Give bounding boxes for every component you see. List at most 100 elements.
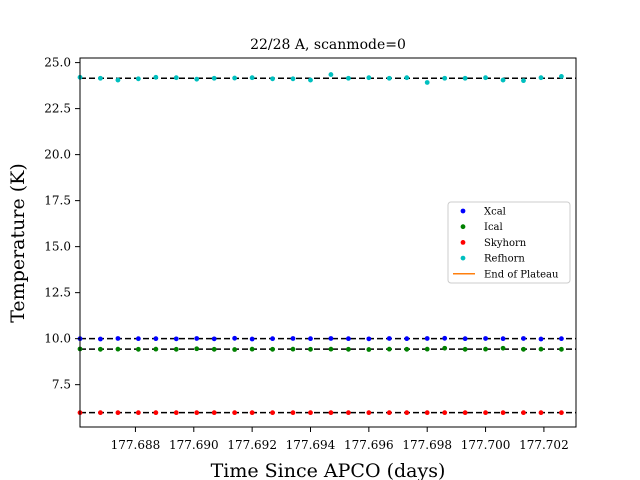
legend-label-ical: Ical — [484, 222, 503, 233]
point-skyhorn — [366, 410, 372, 416]
y-tick-label: 22.5 — [44, 102, 71, 116]
point-ical — [404, 346, 410, 352]
chart-title: 22/28 A, scanmode=0 — [250, 37, 406, 53]
x-tick-label: 177.698 — [402, 438, 452, 452]
point-refhorn — [366, 75, 372, 81]
point-xcal — [462, 336, 468, 342]
point-xcal — [270, 336, 275, 342]
point-ical — [270, 346, 275, 352]
point-refhorn — [538, 75, 544, 81]
x-tick-label: 177.692 — [227, 438, 277, 452]
point-skyhorn — [500, 410, 506, 416]
point-skyhorn — [211, 410, 217, 416]
x-tick-label: 177.702 — [519, 438, 569, 452]
point-xcal — [328, 336, 334, 341]
point-xcal — [194, 336, 200, 341]
point-refhorn — [346, 75, 351, 81]
point-ical — [290, 346, 296, 352]
point-refhorn — [559, 74, 564, 79]
x-tick-label: 177.688 — [111, 438, 161, 452]
point-xcal — [290, 336, 296, 341]
point-xcal — [308, 336, 313, 342]
point-skyhorn — [404, 410, 410, 416]
point-xcal — [98, 336, 103, 342]
point-skyhorn — [442, 410, 448, 416]
point-xcal — [232, 335, 238, 341]
x-tick-label: 177.690 — [169, 438, 219, 452]
x-axis-title: Time Since APCO (days) — [211, 460, 446, 480]
point-refhorn — [115, 77, 121, 83]
point-refhorn — [194, 76, 200, 82]
y-axis-ticks: 7.5 10.0 12.5 15.0 17.5 20.0 22.5 25.0 — [44, 56, 80, 392]
legend-marker-skyhorn — [460, 240, 466, 245]
point-ical — [308, 346, 313, 352]
point-refhorn — [153, 74, 159, 80]
data-points — [77, 72, 564, 416]
point-skyhorn — [232, 410, 238, 416]
point-refhorn — [328, 72, 334, 77]
point-refhorn — [404, 75, 410, 81]
point-refhorn — [249, 75, 255, 81]
point-ical — [559, 346, 564, 352]
point-ical — [135, 346, 141, 352]
point-refhorn — [308, 77, 313, 83]
point-ical — [500, 345, 506, 351]
point-xcal — [483, 336, 488, 341]
point-refhorn — [386, 75, 392, 81]
point-xcal — [521, 336, 526, 341]
point-ical — [462, 346, 468, 352]
point-skyhorn — [270, 410, 275, 416]
point-ical — [538, 346, 544, 352]
point-ical — [483, 346, 488, 352]
plot-frame — [79, 57, 577, 428]
legend-label-skyhorn: Skyhorn — [484, 238, 527, 249]
point-ical — [98, 346, 103, 352]
point-skyhorn — [153, 410, 159, 416]
point-xcal — [153, 336, 159, 342]
point-skyhorn — [98, 410, 103, 416]
point-ical — [424, 346, 430, 352]
point-refhorn — [290, 76, 296, 82]
point-refhorn — [270, 76, 275, 82]
point-skyhorn — [194, 410, 200, 416]
point-ical — [115, 346, 121, 352]
point-refhorn — [442, 75, 448, 81]
point-refhorn — [424, 80, 430, 85]
legend-marker-ical — [460, 224, 466, 230]
point-xcal — [442, 335, 448, 341]
point-refhorn — [500, 77, 506, 83]
point-xcal — [538, 336, 544, 342]
legend-box — [447, 201, 571, 284]
legend-marker-xcal — [460, 208, 466, 214]
point-skyhorn — [483, 410, 488, 416]
point-refhorn — [211, 75, 217, 81]
point-ical — [211, 346, 217, 352]
point-xcal — [249, 336, 255, 342]
point-skyhorn — [328, 410, 334, 416]
point-xcal — [211, 336, 217, 342]
point-xcal — [424, 336, 430, 341]
legend-label-end-of-plateau: End of Plateau — [484, 269, 559, 280]
point-refhorn — [483, 75, 488, 81]
point-refhorn — [135, 76, 141, 82]
y-tick-label: 12.5 — [44, 286, 71, 300]
point-skyhorn — [173, 410, 179, 416]
y-tick-label: 7.5 — [52, 378, 71, 392]
y-tick-label: 25.0 — [44, 56, 71, 70]
point-xcal — [559, 336, 564, 342]
point-skyhorn — [424, 410, 430, 416]
x-tick-label: 177.694 — [286, 438, 336, 452]
point-xcal — [500, 336, 506, 342]
point-ical — [249, 346, 255, 352]
point-ical — [366, 347, 372, 352]
x-tick-label: 177.700 — [461, 438, 511, 452]
legend-label-refhorn: Refhorn — [484, 254, 525, 265]
point-xcal — [366, 336, 372, 342]
point-skyhorn — [249, 410, 255, 416]
point-skyhorn — [346, 410, 351, 416]
point-refhorn — [521, 78, 526, 84]
x-axis-ticks: 177.688 177.690 177.692 177.694 177.696 177.6… — [111, 427, 569, 452]
legend-marker-refhorn — [460, 255, 466, 261]
point-refhorn — [173, 75, 179, 81]
legend-label-xcal: Xcal — [484, 207, 506, 218]
